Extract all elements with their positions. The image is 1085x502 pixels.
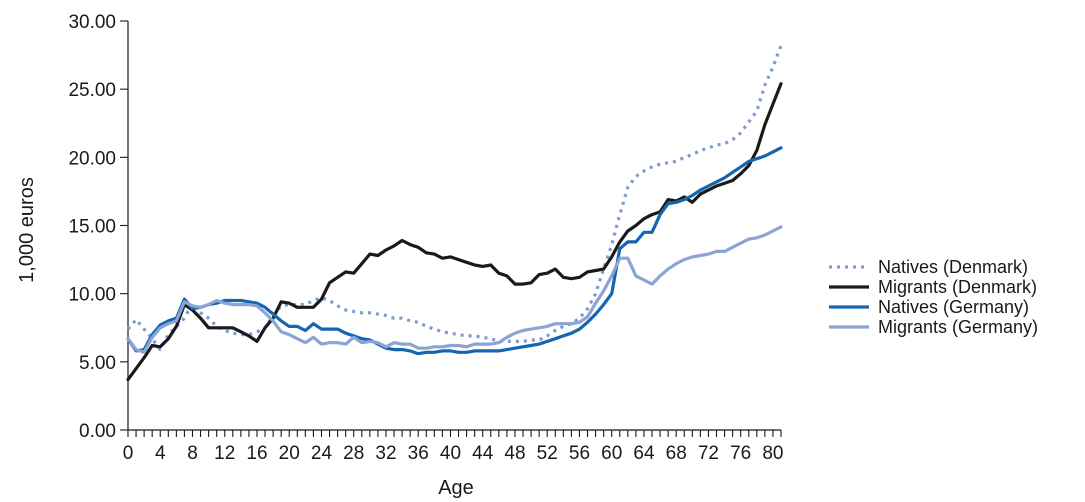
legend-label: Natives (Denmark) — [878, 257, 1028, 277]
y-tick-label: 30.00 — [68, 12, 116, 33]
x-tick-label: 72 — [698, 443, 719, 464]
x-tick-label: 44 — [472, 443, 494, 464]
x-tick-label: 68 — [666, 443, 687, 464]
y-tick-label: 5.00 — [79, 353, 116, 374]
series-line-1 — [126, 44, 783, 352]
x-tick-label: 4 — [155, 443, 166, 464]
x-tick-label: 56 — [569, 443, 590, 464]
x-tick-label: 28 — [343, 443, 364, 464]
y-tick-label: 0.00 — [79, 421, 116, 442]
x-tick-label: 16 — [246, 443, 267, 464]
x-tick-label: 24 — [311, 443, 333, 464]
x-tick-label: 8 — [187, 443, 198, 464]
series-layer — [126, 44, 783, 382]
x-tick-label: 20 — [279, 443, 300, 464]
x-tick-label: 76 — [730, 443, 751, 464]
x-tick-label: 0 — [123, 443, 134, 464]
x-tick-label: 48 — [504, 443, 525, 464]
x-axis: 0 4 8 12 16 20 24 28 32 36 40 44 48 52 56 60 64 68 72 76 80 — [123, 429, 784, 464]
y-tick-label: 15.00 — [68, 217, 116, 238]
y-axis-title: 1,000 euros — [16, 177, 38, 283]
x-tick-label: 64 — [633, 443, 655, 464]
series-line-3 — [126, 146, 783, 356]
legend-label: Migrants (Denmark) — [878, 277, 1037, 297]
y-tick-label: 10.00 — [68, 285, 116, 306]
legend-label: Migrants (Germany) — [878, 317, 1038, 337]
x-tick-label: 52 — [537, 443, 558, 464]
x-tick-label: 32 — [375, 443, 396, 464]
x-tick-label: 12 — [214, 443, 235, 464]
y-tick-label: 25.00 — [68, 80, 116, 101]
x-axis-title: Age — [438, 477, 474, 499]
y-axis: 0.00 5.00 10.00 15.00 20.00 25.00 30.00 — [68, 12, 129, 442]
x-tick-label: 60 — [601, 443, 622, 464]
series-line-2 — [126, 82, 783, 382]
x-tick-label: 36 — [408, 443, 429, 464]
legend-label: Natives (Germany) — [878, 297, 1029, 317]
x-tick-label: 40 — [440, 443, 461, 464]
series-line-4 — [126, 225, 783, 354]
legend: Natives (Denmark)Migrants (Denmark)Nativ… — [829, 257, 1038, 337]
x-tick-label: 80 — [762, 443, 783, 464]
y-tick-label: 20.00 — [68, 148, 116, 169]
